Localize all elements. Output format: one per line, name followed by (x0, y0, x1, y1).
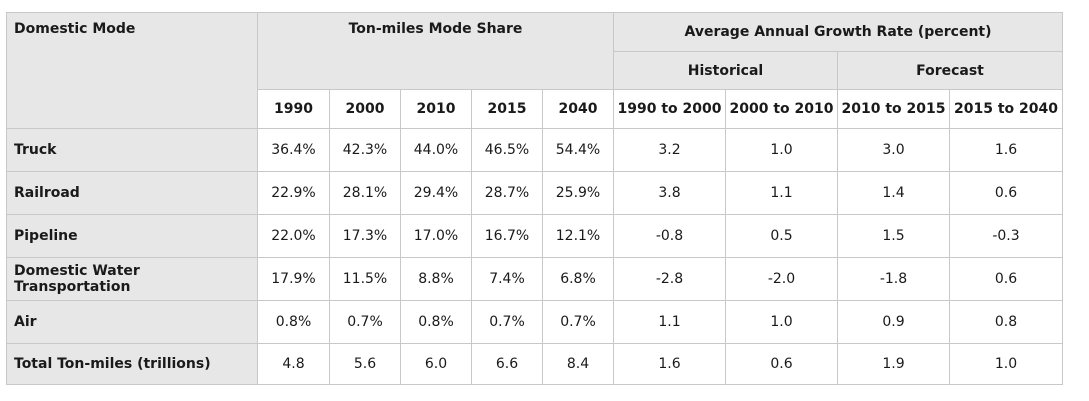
table-cell: -0.8 (613, 214, 726, 258)
table-cell: 6.8% (542, 257, 614, 301)
table-cell: 54.4% (542, 128, 614, 172)
table-cell: 17.9% (257, 257, 330, 301)
header-period: 1990 to 2000 (613, 89, 726, 129)
table-cell: 1.5 (837, 214, 950, 258)
header-year: 2040 (542, 89, 614, 129)
table-cell: 3.2 (613, 128, 726, 172)
table-cell: -2.8 (613, 257, 726, 301)
row-label: Domestic Water Transportation (6, 257, 258, 301)
table-cell: 1.1 (613, 300, 726, 344)
table-cell: 12.1% (542, 214, 614, 258)
header-year: 2015 (471, 89, 543, 129)
table-row: Domestic Water Transportation 17.9% 11.5% 8… (6, 257, 1063, 301)
table-cell: 28.1% (329, 171, 401, 215)
table-cell: 1.0 (725, 300, 838, 344)
table-cell: 0.8 (949, 300, 1063, 344)
header-year: 2010 (400, 89, 472, 129)
row-label: Pipeline (6, 214, 258, 258)
table-cell: 0.9 (837, 300, 950, 344)
table-cell: 3.0 (837, 128, 950, 172)
table-cell: 7.4% (471, 257, 543, 301)
row-label: Air (6, 300, 258, 344)
table-cell: 6.0 (400, 343, 472, 385)
table-cell: -1.8 (837, 257, 950, 301)
table-cell: -2.0 (725, 257, 838, 301)
table-cell: 0.5 (725, 214, 838, 258)
table-row: Railroad 22.9% 28.1% 29.4% 28.7% 25.9% 3.8 1.1 1… (6, 171, 1063, 215)
table-cell: 1.0 (949, 343, 1063, 385)
mode-share-table: Domestic Mode Ton-miles Mode Share Avera… (6, 12, 1063, 385)
table-cell: 17.0% (400, 214, 472, 258)
table-cell: 0.6 (949, 257, 1063, 301)
table-cell: 8.4 (542, 343, 614, 385)
table-cell: 8.8% (400, 257, 472, 301)
row-label: Total Ton-miles (trillions) (6, 343, 258, 385)
table-row: Pipeline 22.0% 17.3% 17.0% 16.7% 12.1% -0.8 0.5… (6, 214, 1063, 258)
table-cell: 1.4 (837, 171, 950, 215)
table-row: Truck 36.4% 42.3% 44.0% 46.5% 54.4% 3.2 1.0 3.0 1… (6, 128, 1063, 172)
table-cell: 36.4% (257, 128, 330, 172)
table-cell: 6.6 (471, 343, 543, 385)
table-cell: 0.6 (725, 343, 838, 385)
header-domestic-mode: Domestic Mode (6, 12, 258, 129)
row-label: Railroad (6, 171, 258, 215)
table-cell: 28.7% (471, 171, 543, 215)
row-label: Truck (6, 128, 258, 172)
table-cell: 29.4% (400, 171, 472, 215)
table-cell: 1.6 (949, 128, 1063, 172)
table-cell: 0.8% (400, 300, 472, 344)
table-cell: 0.6 (949, 171, 1063, 215)
table-cell: 0.7% (542, 300, 614, 344)
table-cell: 1.0 (725, 128, 838, 172)
table-cell: 3.8 (613, 171, 726, 215)
table-cell: 0.7% (329, 300, 401, 344)
table-cell: 25.9% (542, 171, 614, 215)
mode-share-table-container: Domestic Mode Ton-miles Mode Share Avera… (6, 12, 1063, 385)
table-cell: 16.7% (471, 214, 543, 258)
header-period: 2000 to 2010 (725, 89, 838, 129)
table-row: Total Ton-miles (trillions) 4.8 5.6 6.0 6.6 8… (6, 343, 1063, 385)
header-growth-rate: Average Annual Growth Rate (percent) (613, 12, 1063, 52)
table-cell: 22.9% (257, 171, 330, 215)
header-forecast: Forecast (837, 51, 1063, 90)
table-cell: 46.5% (471, 128, 543, 172)
table-row: Air 0.8% 0.7% 0.8% 0.7% 0.7% 1.1 1.0 0.9 0.8 (6, 300, 1063, 344)
table-cell: 1.1 (725, 171, 838, 215)
table-cell: -0.3 (949, 214, 1063, 258)
table-cell: 4.8 (257, 343, 330, 385)
table-cell: 17.3% (329, 214, 401, 258)
header-year: 2000 (329, 89, 401, 129)
table-cell: 22.0% (257, 214, 330, 258)
table-cell: 0.8% (257, 300, 330, 344)
header-mode-share: Ton-miles Mode Share (257, 12, 614, 90)
table-cell: 0.7% (471, 300, 543, 344)
table-cell: 11.5% (329, 257, 401, 301)
table-cell: 44.0% (400, 128, 472, 172)
table-cell: 1.9 (837, 343, 950, 385)
header-period: 2015 to 2040 (949, 89, 1063, 129)
header-period: 2010 to 2015 (837, 89, 950, 129)
table-cell: 42.3% (329, 128, 401, 172)
table-cell: 1.6 (613, 343, 726, 385)
header-historical: Historical (613, 51, 838, 90)
header-year: 1990 (257, 89, 330, 129)
table-cell: 5.6 (329, 343, 401, 385)
